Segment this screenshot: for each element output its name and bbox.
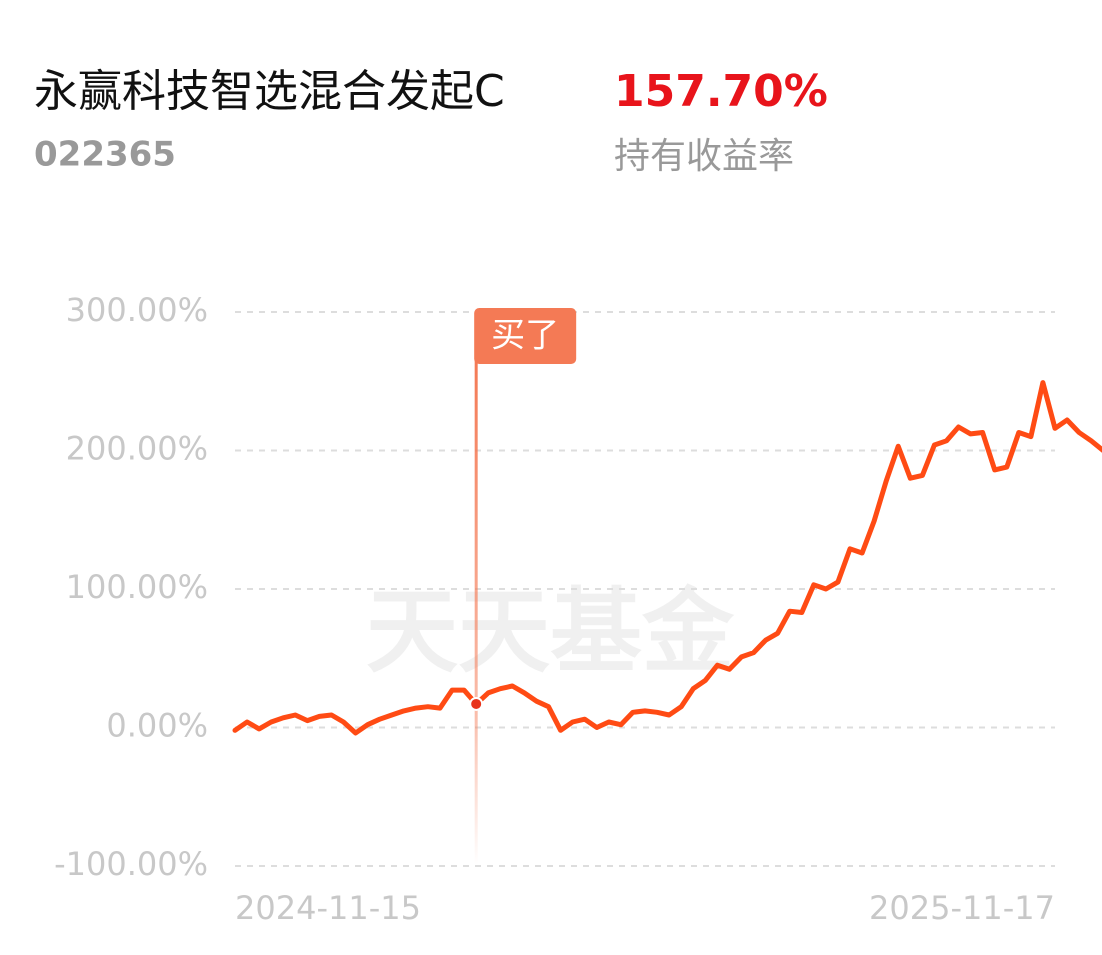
plot: -100.00% 0.00% 100.00% 200.00% 300.00% 2024-1… (54, 291, 1102, 927)
return-caption: 持有收益率 (614, 136, 794, 177)
y-tick-label: 300.00% (66, 291, 208, 329)
watermark: 天天基金 (366, 578, 735, 686)
fund-code: 022365 (34, 135, 176, 175)
marker-line (474, 360, 478, 865)
x-tick-label: 2025-11-17 (869, 889, 1055, 927)
marker-label: 买了 (491, 316, 559, 356)
y-tick-label: 0.00% (106, 707, 208, 745)
x-tick-label: 2024-11-15 (235, 889, 421, 927)
y-tick-label: -100.00% (54, 845, 208, 883)
holding-return: 157.70% (614, 66, 828, 117)
y-tick-label: 100.00% (66, 568, 208, 606)
y-tick-label: 200.00% (66, 430, 208, 468)
marker-box (474, 308, 577, 364)
fund-name: 永赢科技智选混合发起C (34, 66, 505, 117)
series-line (232, 380, 1102, 736)
buy-point (469, 696, 484, 711)
